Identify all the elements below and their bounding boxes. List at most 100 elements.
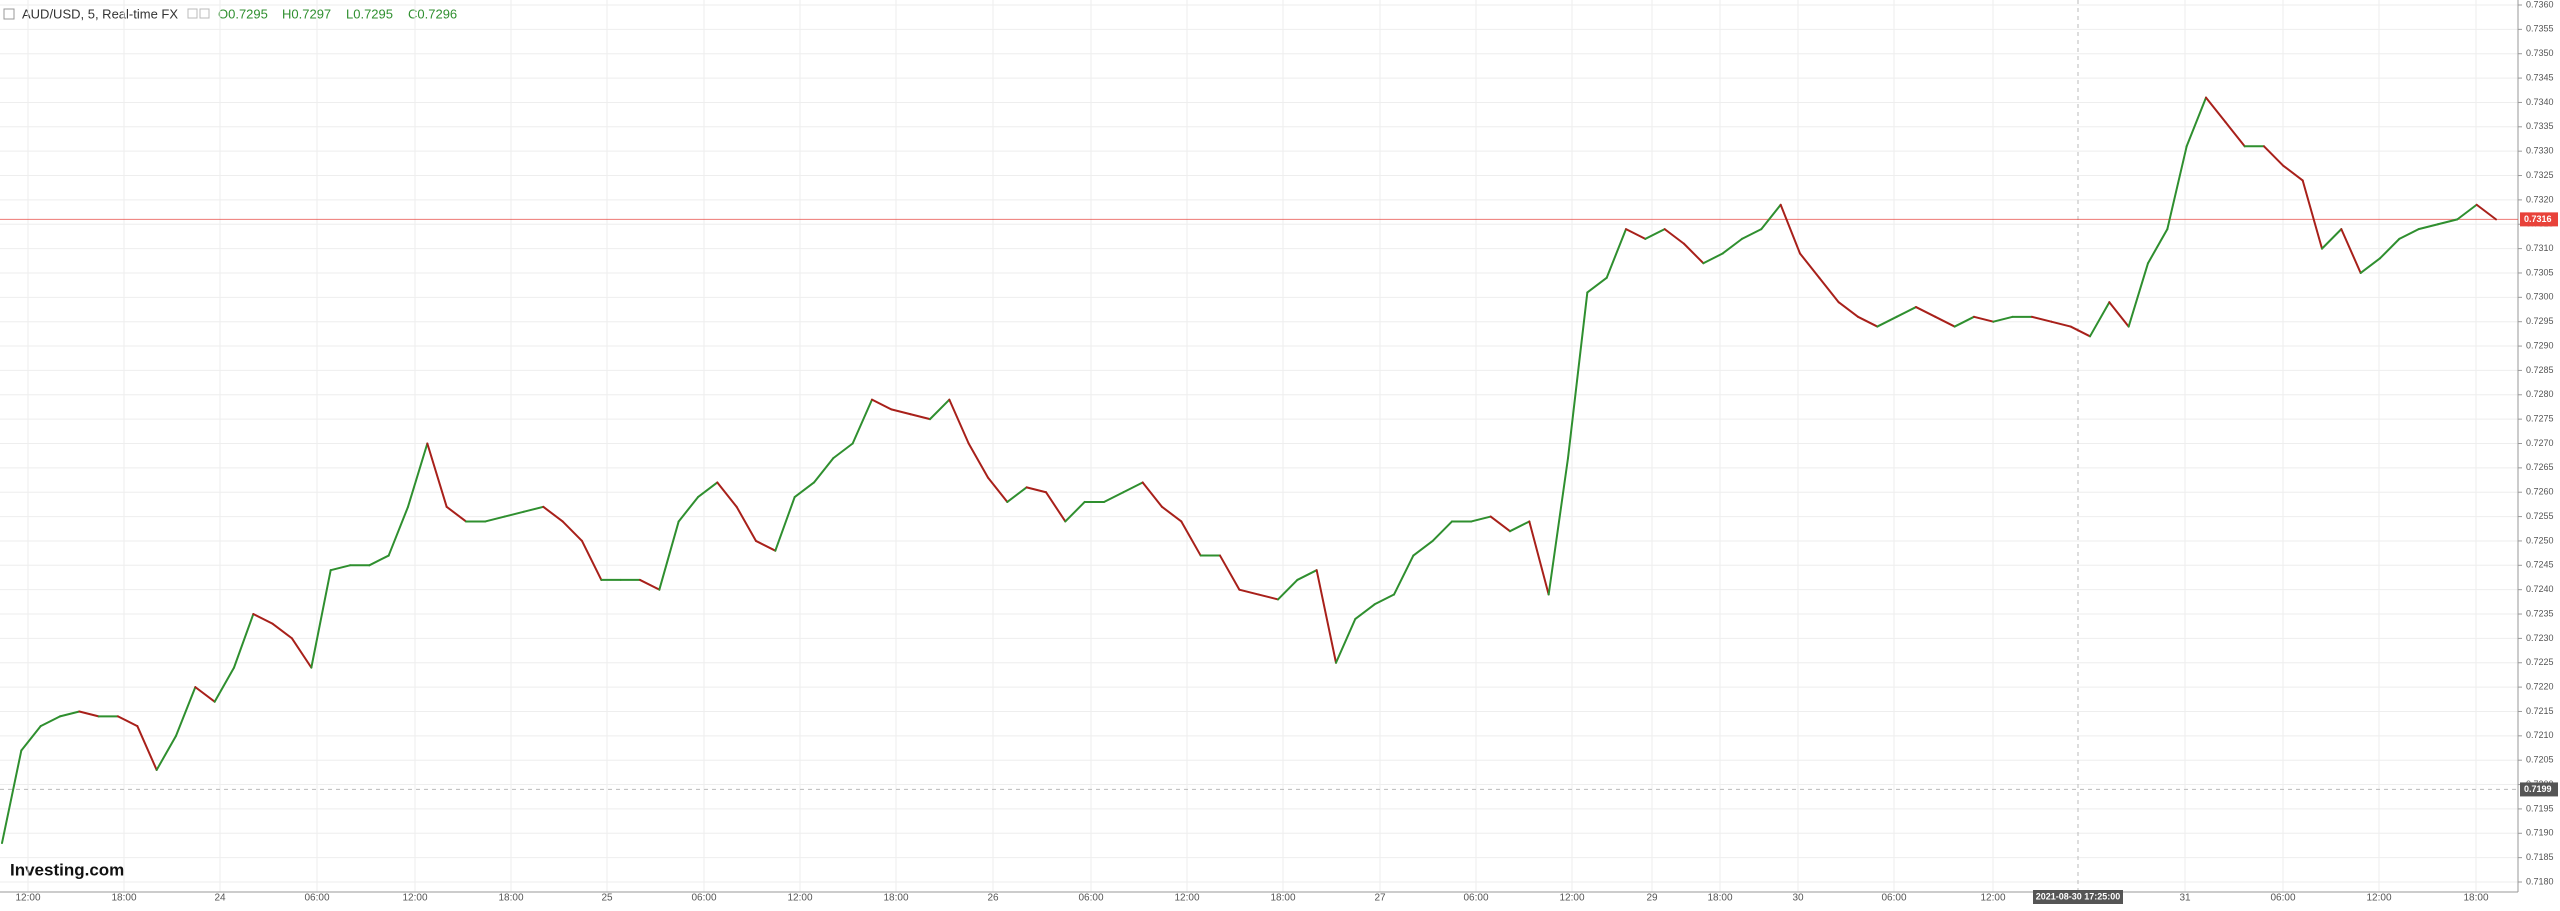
y-tick-label: 0.7290 [2526,340,2554,350]
price-segment [2359,257,2381,274]
price-segment [1257,593,1279,601]
price-segment [2340,228,2362,274]
price-segment [291,637,313,669]
price-segment [1605,228,1627,279]
price-segment [909,413,931,421]
price-segment [1064,500,1086,523]
price-segment [39,715,61,728]
price-segment [871,398,893,411]
price-segment [426,442,448,508]
settings-icon[interactable] [187,8,198,19]
cross-price-box [2520,782,2558,797]
x-tick-label: 18:00 [1270,893,1295,904]
y-tick-label: 0.7335 [2526,121,2554,131]
price-segment [252,613,274,625]
price-segment [78,710,100,718]
price-segment [20,725,42,752]
price-segment [1296,569,1318,581]
y-tick-label: 0.7300 [2526,292,2554,302]
y-tick-label: 0.7355 [2526,24,2554,34]
price-segment [1663,228,1685,245]
y-tick-label: 0.7230 [2526,633,2554,643]
price-segment [2282,164,2304,182]
x-tick-label: 12:00 [787,893,812,904]
x-tick-label: 18:00 [1707,893,1732,904]
collapse-icon[interactable] [3,8,15,20]
price-segment [503,510,525,518]
price-segment [2185,96,2207,148]
price-segment [155,734,177,771]
x-tick-label: 06:00 [2270,893,2295,904]
price-segment [967,442,989,479]
price-segment [407,442,429,508]
price-segment [1335,617,1357,664]
price-segment [117,715,139,728]
x-tick-label: 29 [1646,893,1658,904]
x-tick-label: 12:00 [2366,893,2391,904]
y-tick-label: 0.7295 [2526,316,2554,326]
price-segment [2437,218,2459,226]
price-segment [793,481,815,499]
ohlc-high: H0.7297 [282,6,331,21]
price-segment [1373,593,1395,606]
price-segment [851,398,873,445]
x-tick-label: 06:00 [691,893,716,904]
price-segment [987,476,1009,503]
price-segment [1953,315,1975,328]
x-tick-label: 12:00 [402,893,427,904]
y-tick-label: 0.7360 [2526,0,2554,9]
price-segment [387,505,409,557]
price-segment [1702,252,1724,265]
price-segment [1315,569,1337,664]
price-segment [1741,228,1763,240]
y-tick-label: 0.7285 [2526,365,2554,375]
x-tick-label: 18:00 [883,893,908,904]
price-segment [2379,237,2401,260]
price-segment [1992,315,2014,323]
price-segment [2147,228,2169,265]
y-tick-label: 0.7310 [2526,243,2554,253]
price-segment [2069,325,2091,338]
price-segment [368,554,390,567]
y-tick-label: 0.7185 [2526,852,2554,862]
close-icon[interactable] [199,8,210,19]
x-tick-label: 26 [987,893,999,904]
price-segment [1857,315,1879,328]
price-segment [755,539,777,552]
price-segment [1721,237,1743,255]
price-segment [1412,539,1434,557]
price-segment [2031,315,2053,323]
last-price-box [2520,212,2558,227]
symbol-title: AUD/USD, 5, Real-time FX [22,6,178,21]
y-tick-label: 0.7320 [2526,194,2554,204]
price-segment [2475,203,2497,221]
price-segment [1277,578,1299,601]
price-segment [136,725,158,771]
x-tick-label: 31 [2179,893,2191,904]
price-segment [1683,242,1705,265]
x-tick-label: 12:00 [15,893,40,904]
price-segment [2263,145,2285,167]
price-segment [890,408,912,416]
price-segment [1818,276,1840,304]
x-tick-label: 27 [1374,893,1386,904]
price-segment [1586,276,1608,294]
y-tick-label: 0.7325 [2526,170,2554,180]
x-tick-label: 12:00 [1559,893,1584,904]
price-segment [658,520,680,591]
last-price-label: 0.7316 [2524,214,2552,224]
x-tick-label: 12:00 [1980,893,2005,904]
price-segment [1567,291,1589,460]
price-segment [1238,588,1260,596]
price-segment [194,686,216,703]
price-segment [2224,120,2246,148]
price-segment [1393,554,1415,596]
price-segment [175,686,197,737]
x-tick-label: 06:00 [1463,893,1488,904]
price-segment [542,505,564,523]
y-tick-label: 0.7205 [2526,755,2554,765]
y-tick-label: 0.7215 [2526,706,2554,716]
y-tick-label: 0.7240 [2526,584,2554,594]
